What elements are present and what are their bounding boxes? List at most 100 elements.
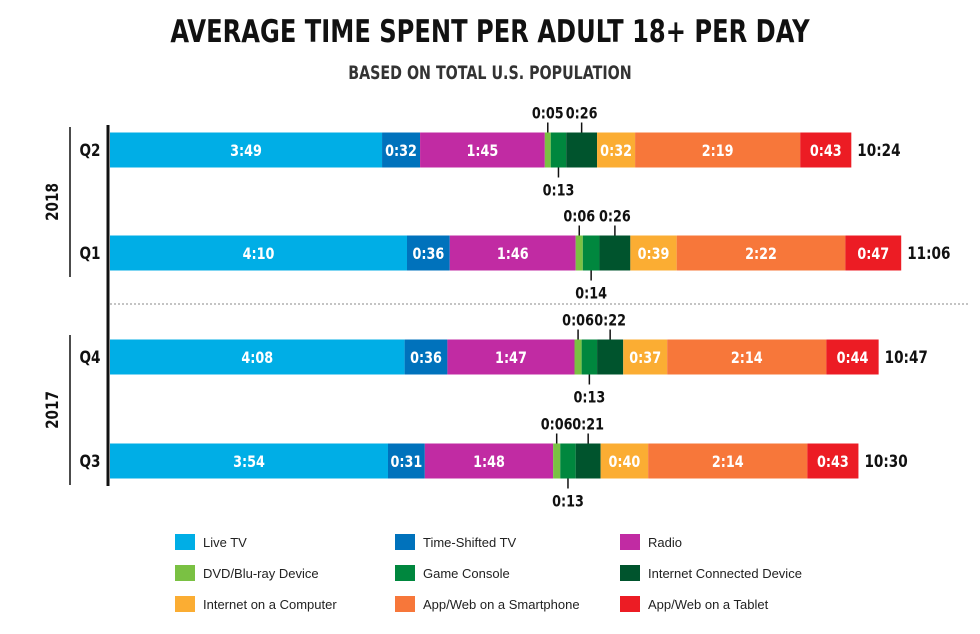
- bar-segment: [110, 443, 388, 479]
- data-label: 2:14: [712, 454, 744, 472]
- data-label: 0:06: [562, 312, 594, 330]
- bar-segment: [667, 339, 827, 375]
- quarter-label: Q3: [79, 452, 100, 472]
- legend-item: Radio: [620, 534, 682, 550]
- legend-item: Time-Shifted TV: [395, 534, 516, 550]
- data-label: 0:06: [541, 416, 573, 434]
- legend-swatch: [395, 565, 415, 581]
- data-label: 0:22: [594, 312, 626, 330]
- bar-segment: [597, 339, 624, 375]
- data-label: 2:14: [731, 350, 763, 368]
- data-label: 0:36: [410, 350, 442, 368]
- legend-label: Live TV: [203, 534, 247, 550]
- data-label: 2:19: [702, 143, 734, 161]
- data-label: 3:54: [233, 454, 265, 472]
- legend-label: Internet on a Computer: [203, 596, 337, 612]
- data-label: 0:47: [857, 246, 889, 264]
- bar-segment: [387, 443, 425, 479]
- bar-segment: [110, 339, 405, 375]
- bar-segment: [424, 443, 554, 479]
- bar-segment: [447, 339, 575, 375]
- bar-segment: [550, 132, 567, 168]
- legend-label: DVD/Blu-ray Device: [203, 565, 319, 581]
- bar-segment: [575, 235, 583, 271]
- bar-segment: [807, 443, 859, 479]
- total-label: 10:24: [857, 141, 900, 161]
- bar-segment: [800, 132, 852, 168]
- legend-swatch: [175, 596, 195, 612]
- data-label: 0:14: [575, 285, 607, 303]
- total-label: 11:06: [907, 244, 950, 264]
- data-label: 0:26: [599, 208, 631, 226]
- data-label: 0:05: [532, 105, 564, 123]
- legend-label: Game Console: [423, 565, 510, 581]
- legend-swatch: [395, 534, 415, 550]
- bar-segment: [648, 443, 808, 479]
- bar-segment: [404, 339, 448, 375]
- legend-label: Internet Connected Device: [648, 565, 802, 581]
- legend-label: Radio: [648, 534, 682, 550]
- bar-segment: [574, 339, 582, 375]
- data-label: 1:47: [495, 350, 527, 368]
- data-label: 0:21: [572, 416, 604, 434]
- legend-swatch: [620, 565, 640, 581]
- bar-segment: [635, 132, 801, 168]
- data-label: 4:08: [241, 350, 273, 368]
- bar-segment: [382, 132, 421, 168]
- data-label: 0:31: [391, 454, 423, 472]
- bar-segment: [560, 443, 576, 479]
- legend-label: App/Web on a Tablet: [648, 596, 769, 612]
- bar-segment: [597, 132, 636, 168]
- data-label: 0:37: [629, 350, 661, 368]
- legend-swatch: [175, 565, 195, 581]
- year-label: 2018: [43, 183, 63, 221]
- legend-swatch: [620, 534, 640, 550]
- quarter-label: Q2: [79, 141, 100, 161]
- legend-swatch: [175, 534, 195, 550]
- bar-segment: [553, 443, 561, 479]
- bar-segment: [110, 132, 383, 168]
- bar-segment: [845, 235, 902, 271]
- bar-segment: [575, 443, 601, 479]
- bar-segment: [110, 235, 407, 271]
- data-label: 3:49: [230, 143, 262, 161]
- legend-item: App/Web on a Tablet: [620, 596, 768, 612]
- data-label: 0:26: [566, 105, 598, 123]
- data-label: 0:13: [573, 389, 605, 407]
- legend-item: Internet Connected Device: [620, 565, 802, 581]
- data-label: 0:13: [543, 182, 575, 200]
- bar-segment: [449, 235, 576, 271]
- bar-segment: [600, 443, 649, 479]
- data-label: 2:22: [745, 246, 777, 264]
- bar-segment: [630, 235, 677, 271]
- legend-label: App/Web on a Smartphone: [423, 596, 580, 612]
- bar-segment: [420, 132, 545, 168]
- bar-segment: [676, 235, 846, 271]
- legend-item: Game Console: [395, 565, 510, 581]
- legend-label: Time-Shifted TV: [423, 534, 517, 550]
- legend-item: App/Web on a Smartphone: [395, 596, 580, 612]
- total-label: 10:30: [864, 452, 907, 472]
- quarter-label: Q4: [79, 348, 100, 368]
- data-label: 1:46: [497, 246, 529, 264]
- legend-item: Live TV: [175, 534, 247, 550]
- data-label: 0:39: [638, 246, 670, 264]
- bar-segment: [599, 235, 631, 271]
- bar-segment: [566, 132, 598, 168]
- data-label: 0:32: [385, 143, 417, 161]
- bar-segment: [582, 235, 600, 271]
- chart-title: AVERAGE TIME SPENT PER ADULT 18+ PER DAY: [170, 14, 810, 50]
- bar-segment: [623, 339, 668, 375]
- bar-segment: [826, 339, 879, 375]
- legend-swatch: [620, 596, 640, 612]
- data-label: 1:45: [467, 143, 499, 161]
- data-label: 4:10: [243, 246, 275, 264]
- quarter-label: Q1: [79, 244, 100, 264]
- bar-segment: [407, 235, 450, 271]
- data-label: 0:43: [810, 143, 842, 161]
- legend-swatch: [395, 596, 415, 612]
- data-label: 0:13: [552, 493, 584, 511]
- data-label: 1:48: [473, 454, 505, 472]
- data-label: 0:32: [600, 143, 632, 161]
